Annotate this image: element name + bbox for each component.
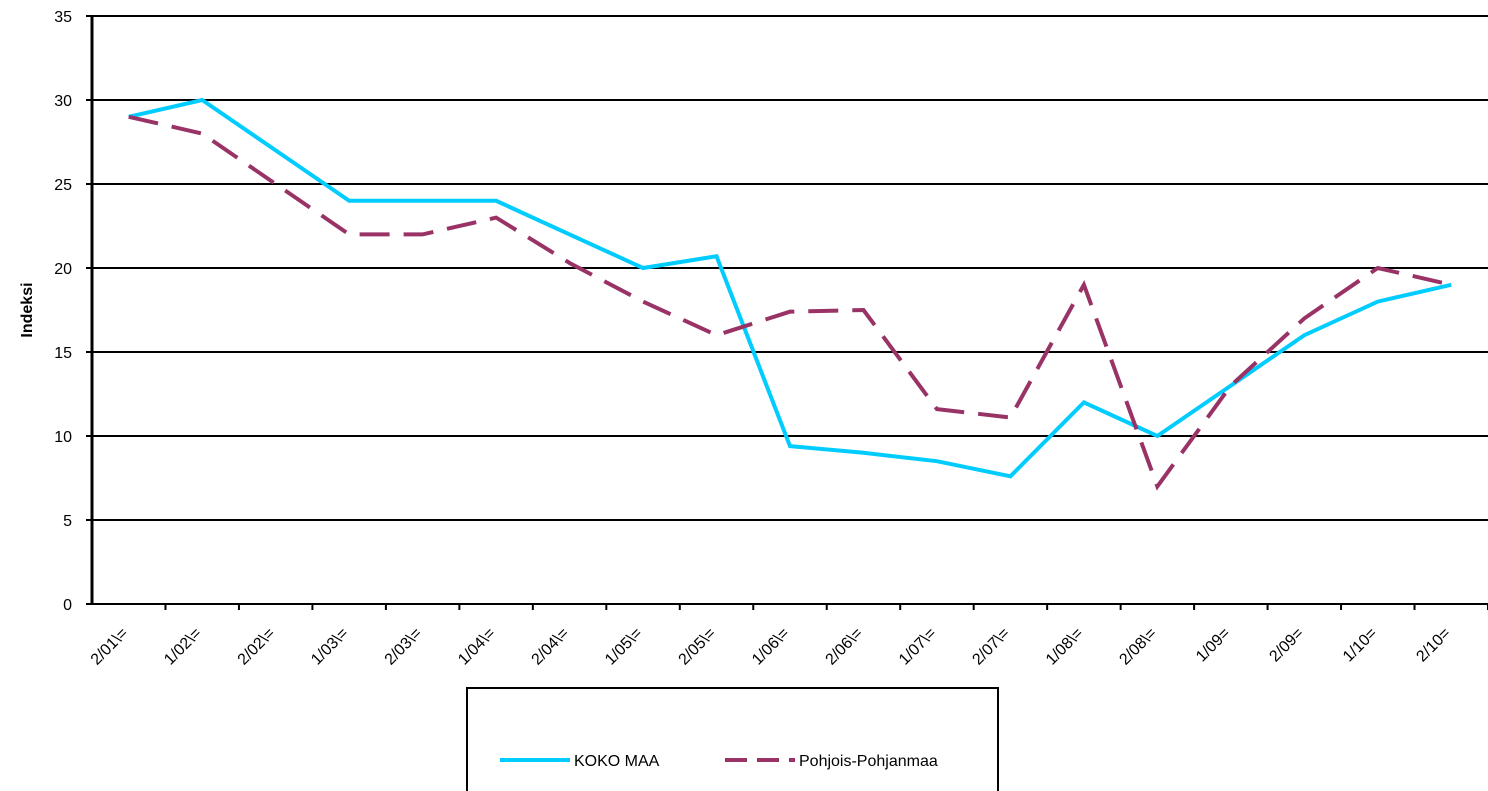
x-tick-label: 2/01\=	[88, 625, 132, 669]
x-tick-label: 2/04\=	[529, 625, 573, 669]
x-tick-label: 2/05\=	[676, 625, 720, 669]
x-tick-label: 1/04\=	[455, 625, 499, 669]
x-tick-label: 2/06\=	[823, 625, 867, 669]
x-tick-label: 1/07\=	[896, 625, 940, 669]
y-tick-label: 15	[54, 345, 72, 362]
y-tick-label: 35	[54, 9, 72, 26]
x-tick-label: 2/03\=	[382, 625, 426, 669]
y-tick-label: 10	[54, 429, 72, 446]
x-tick-label: 1/03\=	[308, 625, 352, 669]
y-tick-label: 25	[54, 177, 72, 194]
x-tick-label: 1/08\=	[1043, 625, 1087, 669]
legend-box	[466, 687, 999, 791]
x-tick-label: 1/06\=	[749, 625, 793, 669]
series-line	[128, 114, 1452, 491]
x-tick-label: 1/09=	[1193, 625, 1234, 666]
y-tick-label: 0	[63, 597, 72, 614]
legend-label: Pohjois-Pohjanmaa	[799, 753, 938, 770]
y-tick-label: 20	[54, 261, 72, 278]
y-tick-label: 30	[54, 93, 72, 110]
x-tick-label: 2/10=	[1413, 625, 1454, 666]
x-tick-label: 1/05\=	[602, 625, 646, 669]
x-tick-label: 1/10=	[1340, 625, 1381, 666]
x-tick-label: 2/08\=	[1116, 625, 1160, 669]
legend-label: KOKO MAA	[574, 753, 660, 770]
x-tick-label: 2/02\=	[235, 625, 279, 669]
y-tick-label: 5	[63, 513, 72, 530]
x-tick-label: 2/09=	[1266, 625, 1307, 666]
y-axis-label: Indeksi	[19, 282, 36, 337]
x-tick-label: 1/02\=	[161, 625, 205, 669]
series-line	[128, 97, 1452, 479]
x-tick-label: 2/07\=	[969, 625, 1013, 669]
